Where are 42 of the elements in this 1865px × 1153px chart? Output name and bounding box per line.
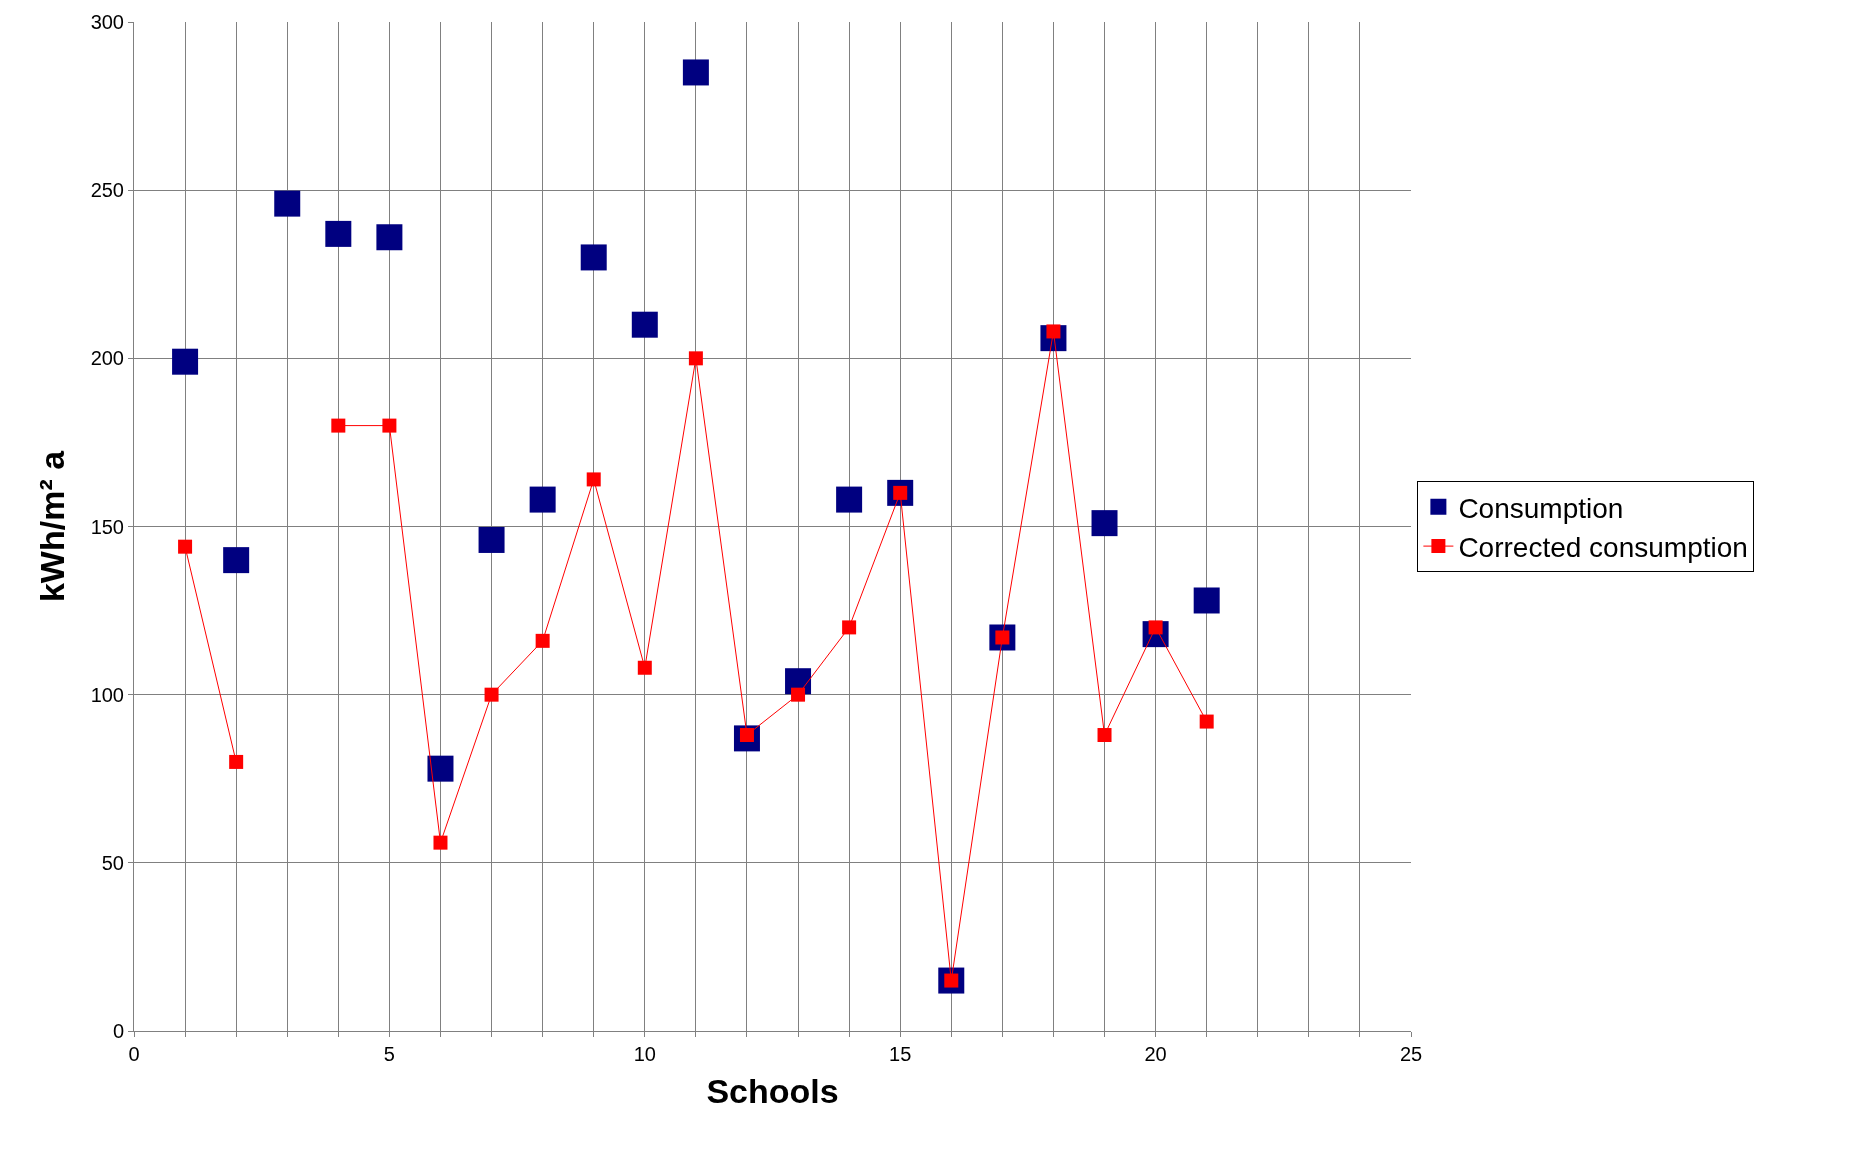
point [331, 418, 346, 433]
x-axis-title: Schools [706, 1072, 839, 1111]
y-tick-label: 0 [112, 1020, 124, 1042]
point [535, 633, 550, 648]
point [836, 486, 863, 513]
point [586, 472, 601, 487]
point [580, 244, 607, 271]
legend-label: Consumption [1458, 492, 1624, 524]
point [427, 755, 454, 782]
point [842, 620, 857, 635]
point [172, 348, 199, 375]
point [1097, 728, 1112, 743]
legend-label: Corrected consumption [1458, 532, 1748, 564]
point [688, 351, 703, 366]
point [791, 687, 806, 702]
point [1091, 510, 1118, 537]
point [484, 687, 499, 702]
point [478, 526, 505, 553]
point [682, 59, 709, 86]
point [631, 311, 658, 338]
point [274, 190, 301, 217]
y-tick-label: 200 [90, 347, 124, 370]
point [529, 486, 556, 513]
point [637, 660, 652, 675]
y-tick-label: 100 [90, 683, 124, 706]
point [376, 224, 403, 251]
y-tick-label: 250 [90, 179, 124, 202]
x-tick-label: 0 [128, 1043, 140, 1065]
y-tick-label: 50 [101, 851, 124, 874]
x-tick-label: 25 [1399, 1043, 1423, 1065]
x-tick-label: 20 [1144, 1043, 1167, 1065]
x-tick-label: 10 [633, 1043, 656, 1065]
x-tick-label: 5 [383, 1043, 395, 1065]
y-tick-label: 150 [90, 515, 124, 538]
point [382, 418, 397, 433]
point [325, 220, 352, 247]
point [1193, 587, 1220, 614]
point [1199, 714, 1214, 729]
x-tick-label: 15 [889, 1043, 912, 1065]
y-axis-title: kWh/m² a [33, 449, 72, 603]
y-tick-label: 300 [90, 11, 124, 33]
point [433, 835, 448, 850]
